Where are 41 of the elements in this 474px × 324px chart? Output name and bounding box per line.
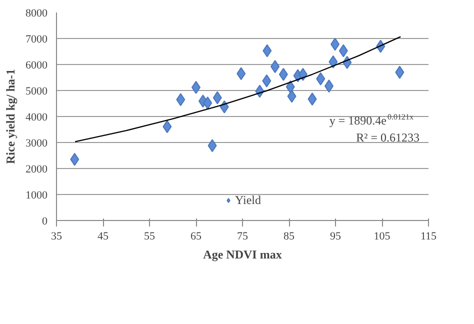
y-tick-label: 4000	[26, 112, 48, 124]
x-tick-label: 45	[98, 230, 109, 242]
point	[330, 38, 340, 51]
x-tick-label: 95	[330, 230, 342, 242]
y-tick-label: 3000	[26, 138, 48, 150]
y-tick-label: 8000	[26, 8, 48, 20]
legend-label: Yield	[235, 192, 261, 208]
point	[236, 67, 246, 80]
y-axis-title: Rice yield kg/ ha-1	[4, 69, 18, 164]
point	[208, 139, 217, 152]
y-tick-label: 0	[42, 216, 48, 228]
point	[278, 68, 288, 81]
point	[262, 74, 272, 88]
point	[338, 44, 348, 58]
y-tick-label: 5000	[26, 86, 48, 98]
point	[308, 92, 317, 106]
point	[328, 55, 338, 68]
point	[203, 96, 212, 110]
x-tick-label: 105	[374, 230, 391, 242]
point	[176, 93, 186, 106]
point	[395, 66, 404, 79]
x-axis-title: Age NDVI max	[203, 248, 282, 262]
y-tick-label: 6000	[26, 60, 48, 72]
point	[287, 90, 296, 103]
y-tick-label: 7000	[26, 34, 48, 46]
y-tick-label: 1000	[26, 190, 48, 202]
point	[270, 60, 280, 74]
point	[316, 72, 326, 86]
x-tick-label: 55	[144, 230, 156, 242]
x-tick-label: 75	[237, 230, 248, 242]
point	[262, 44, 272, 58]
annotation: R² = 0.61233	[356, 130, 420, 144]
point	[212, 91, 222, 104]
x-tick-label: 65	[190, 230, 202, 242]
y-tick-label: 2000	[26, 164, 48, 176]
point	[324, 80, 334, 93]
x-tick-label: 85	[284, 230, 295, 242]
point	[70, 152, 80, 166]
x-tick-label: 115	[420, 230, 438, 242]
point	[162, 120, 172, 134]
x-tick-label: 35	[51, 230, 62, 242]
